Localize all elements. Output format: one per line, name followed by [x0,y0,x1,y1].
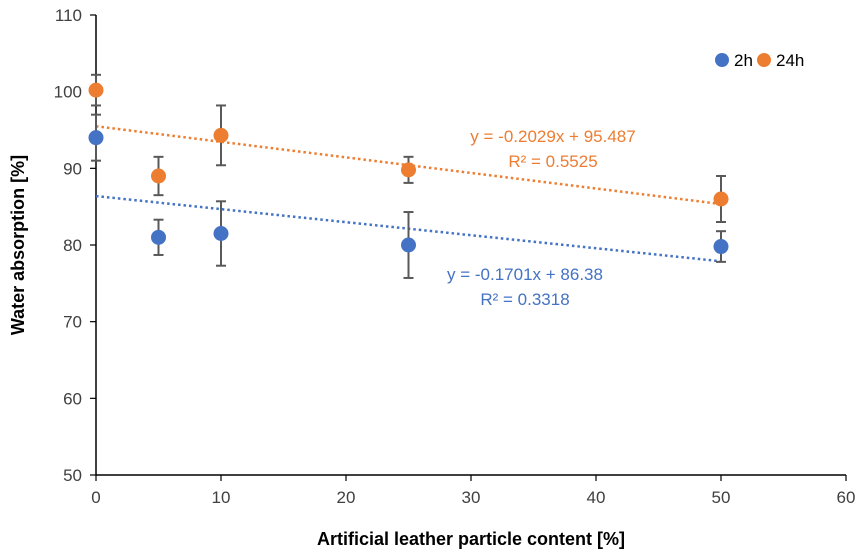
data-point-24h [151,168,166,184]
y-tick-label: 70 [63,313,82,332]
y-tick-label: 90 [63,159,82,178]
y-tick-label: 80 [63,236,82,255]
axes [95,15,846,476]
legend-label-24h: 24h [776,51,804,70]
r-squared-24h: R² = 0.5525 [508,152,597,171]
data-point-2h [151,229,166,245]
y-tick-label: 110 [55,6,82,25]
data-point-24h [213,127,229,143]
y-tick-label: 100 [54,83,82,102]
data-point-2h [713,239,729,255]
x-tick-label: 20 [337,488,356,507]
data-point-24h [88,82,104,98]
x-tick-label: 60 [837,488,856,507]
legend-marker-2h [715,53,729,67]
x-tick-label: 10 [212,488,231,507]
data-points [88,82,729,255]
r-squared-2h: R² = 0.3318 [480,290,569,309]
trendline-equations: y = -0.1701x + 86.38 R² = 0.3318 y = -0.20… [447,127,636,309]
x-axis-title: Artificial leather particle content [%] [317,529,625,549]
legend: 2h 24h [715,51,804,70]
data-point-2h [401,237,416,253]
data-point-2h [213,226,229,241]
data-point-24h [401,162,416,178]
trendline-equation-2h: y = -0.1701x + 86.38 [447,265,603,284]
y-tick-label: 50 [63,466,82,485]
ticks: 0 10 20 30 40 50 60 50 60 70 80 90 100 110 [54,6,856,507]
y-tick-label: 60 [63,389,82,408]
y-axis-title: Water absorption [%] [8,155,28,335]
data-point-2h [88,130,104,146]
legend-marker-24h [757,53,771,67]
trendline-equation-24h: y = -0.2029x + 95.487 [470,127,635,146]
x-tick-label: 0 [91,488,100,507]
data-point-24h [713,191,729,207]
x-tick-label: 30 [462,488,481,507]
legend-label-2h: 2h [734,51,753,70]
x-tick-label: 50 [712,488,731,507]
x-tick-label: 40 [587,488,606,507]
